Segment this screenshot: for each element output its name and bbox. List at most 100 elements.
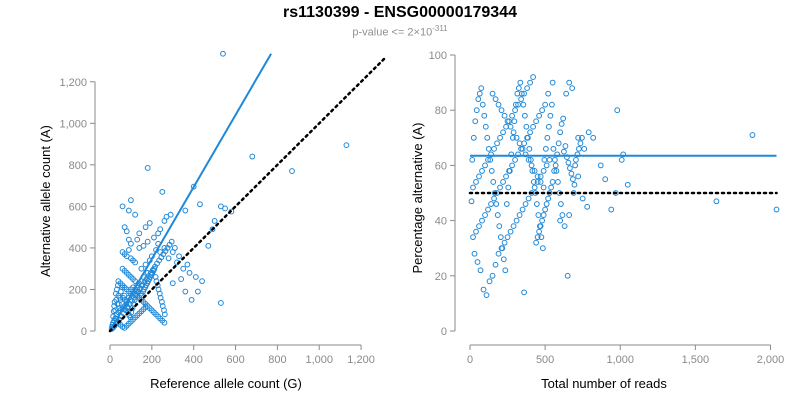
data-point [165, 255, 172, 262]
data-point [575, 173, 582, 180]
data-point [155, 230, 162, 237]
data-point [571, 181, 578, 188]
data-point [171, 245, 178, 251]
data-point [509, 112, 515, 119]
data-point [134, 236, 141, 243]
y-tick-label: 200 [69, 284, 87, 296]
data-point [534, 173, 541, 180]
data-point [538, 234, 545, 241]
data-point [479, 168, 485, 174]
data-point [533, 118, 540, 125]
fit-line [109, 53, 272, 332]
data-point [497, 234, 504, 241]
data-point [550, 145, 557, 152]
data-point [484, 134, 491, 141]
data-point [517, 79, 524, 86]
data-point [539, 217, 546, 224]
data-point [535, 212, 542, 218]
data-point [495, 250, 502, 257]
data-point [199, 278, 205, 285]
chart-subtitle: p-value <= 2×10-311 [0, 24, 800, 39]
data-point [507, 228, 514, 235]
allele-count-scatter-panel: 0 200 400 600 800 1,000 1,200 0 200 400 600 800 1,00… [38, 50, 386, 391]
data-point [561, 148, 567, 155]
data-point [192, 274, 199, 280]
data-point [128, 240, 134, 247]
data-point [566, 79, 573, 86]
data-point [579, 134, 585, 141]
data-point [489, 272, 496, 279]
data-point [121, 292, 128, 299]
x-tick-label: 600 [226, 354, 244, 366]
data-point [477, 267, 484, 274]
percentage-scatter-panel: 0 500 1,000 1,500 2,000 0 20 40 60 80 100 Total num… [410, 50, 784, 391]
x-tick-label: 200 [143, 354, 161, 366]
subtitle-exponent: -311 [432, 24, 448, 33]
data-point [115, 301, 122, 307]
data-point [482, 212, 488, 218]
y-tick-label: 20 [435, 271, 447, 283]
data-point [540, 168, 547, 174]
data-point [509, 134, 516, 141]
data-point [190, 183, 197, 190]
data-point [577, 140, 584, 147]
data-point [509, 162, 515, 169]
data-point [485, 156, 491, 163]
data-point [176, 253, 182, 260]
data-point [478, 85, 485, 92]
data-point [539, 245, 546, 252]
data-point [112, 307, 119, 314]
data-point [152, 274, 159, 280]
data-point [512, 107, 518, 114]
data-point [502, 267, 509, 274]
x-axis-label: Reference allele count (G) [150, 376, 302, 391]
y-tick-label: 1,200 [59, 77, 87, 89]
data-point [536, 228, 543, 235]
data-point [539, 107, 546, 114]
data-point [209, 226, 216, 233]
data-point [513, 217, 520, 224]
data-point [158, 299, 165, 305]
data-point [510, 223, 517, 230]
data-point [521, 289, 527, 296]
x-tick-label: 1,500 [682, 354, 710, 366]
data-point [527, 79, 533, 86]
data-point [343, 142, 350, 149]
data-point [178, 276, 185, 282]
data-point [123, 228, 130, 235]
data-point [536, 223, 543, 230]
data-point [572, 162, 579, 169]
data-point [575, 134, 582, 141]
data-point [537, 173, 544, 180]
data-point [543, 162, 550, 169]
data-point [500, 256, 507, 263]
data-point [507, 123, 514, 130]
data-point [489, 90, 496, 97]
data-point [515, 151, 521, 158]
y-tick-label: 600 [69, 201, 87, 213]
data-point [516, 140, 523, 147]
chart-title: rs1130399 - ENSG00000179344 [283, 4, 517, 21]
data-point [614, 107, 621, 114]
y-tick-label: 400 [69, 243, 87, 255]
data-point [142, 304, 149, 311]
data-point [574, 151, 581, 158]
data-point [537, 179, 544, 185]
data-point [510, 129, 517, 136]
data-point [494, 140, 500, 147]
data-point [222, 205, 228, 212]
data-point [144, 165, 151, 171]
data-point [585, 129, 592, 136]
data-point [521, 90, 527, 97]
x-tick-label: 400 [185, 354, 203, 366]
data-point [504, 234, 511, 241]
data-point [128, 197, 134, 204]
data-point [576, 145, 582, 152]
data-point [161, 218, 168, 224]
data-point [540, 184, 547, 191]
data-point [558, 121, 565, 127]
data-point [488, 168, 495, 174]
data-point [518, 96, 524, 103]
data-point [140, 242, 147, 249]
